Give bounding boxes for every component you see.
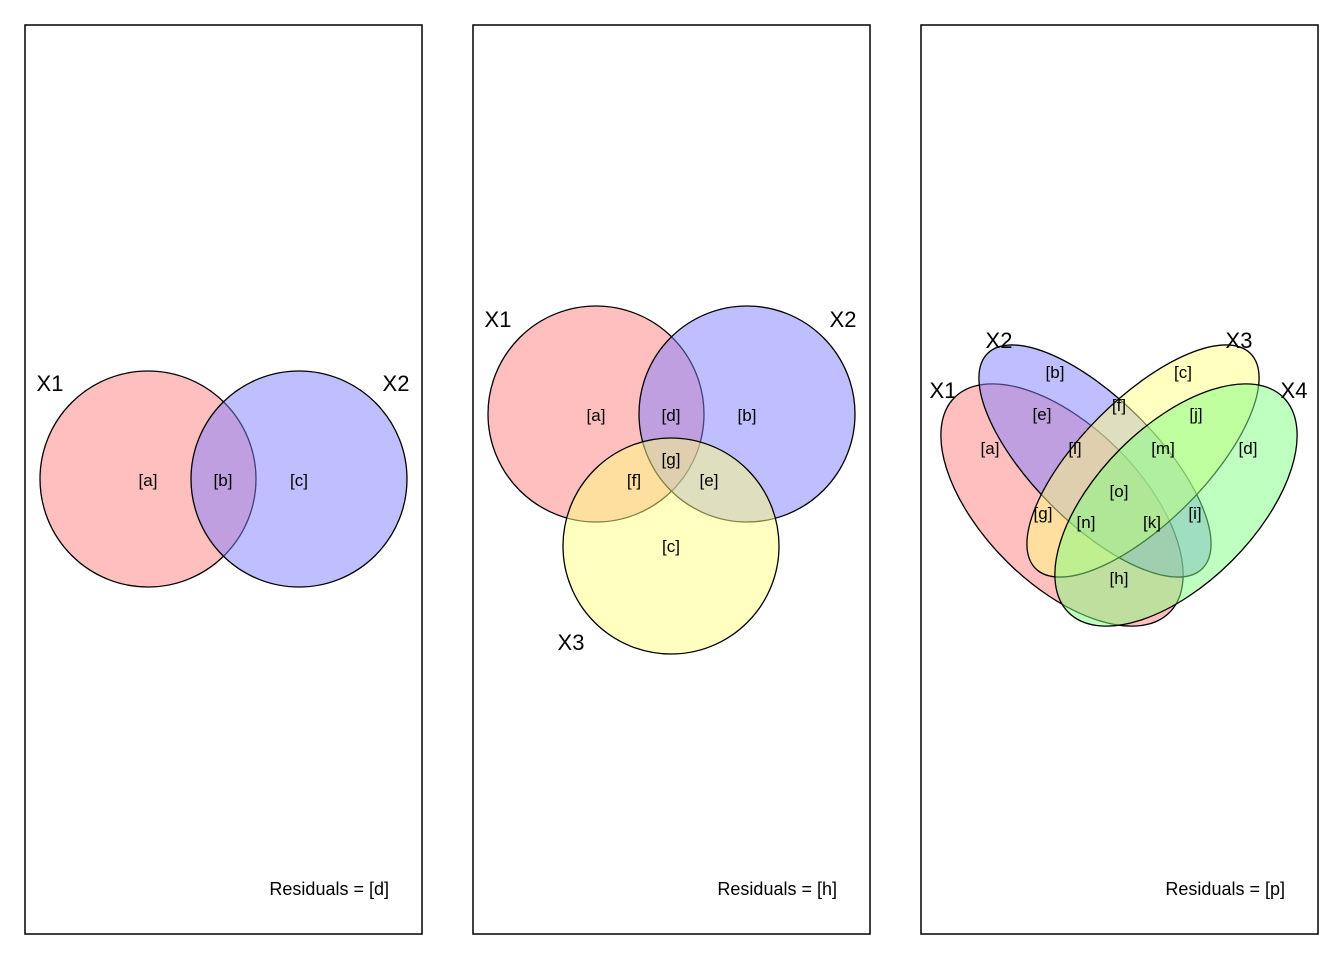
set-x4-ellipse [1054, 383, 1298, 627]
region-label-l: [l] [1068, 439, 1081, 458]
region-label-b: [b] [738, 406, 757, 425]
region-label-c: [c] [1174, 363, 1192, 382]
region-label-f: [f] [627, 471, 641, 490]
set-label-x1: X1 [37, 371, 64, 396]
set-label-x3: X3 [558, 630, 585, 655]
set-x3-circle [562, 437, 780, 655]
set-label-x2: X2 [986, 328, 1013, 353]
region-label-d: [d] [662, 406, 681, 425]
residuals-label: Residuals = [p] [1165, 879, 1285, 899]
region-label-b: [b] [1046, 363, 1065, 382]
residuals-label: Residuals = [d] [269, 879, 389, 899]
region-label-m: [m] [1151, 439, 1175, 458]
region-label-n: [n] [1077, 513, 1096, 532]
region-label-j: [j] [1189, 405, 1202, 424]
panel-three-sets: X1 X2 X3 [a] [d] [b] [g] [f] [e] [c] Res… [472, 24, 871, 935]
region-label-a: [a] [587, 406, 606, 425]
region-label-i: [i] [1188, 504, 1201, 523]
region-label-a: [a] [981, 439, 1000, 458]
set-label-x3: X3 [1226, 328, 1253, 353]
region-label-o: [o] [1110, 482, 1129, 501]
region-label-k: [k] [1143, 513, 1161, 532]
set-x2-circle [190, 370, 408, 588]
residuals-label: Residuals = [h] [717, 879, 837, 899]
region-label-b: [b] [214, 471, 233, 490]
panel-four-sets: X1 X2 X3 X4 [a] [b] [c] [d] [e] [f] [g] … [920, 24, 1319, 935]
region-label-e: [e] [700, 471, 719, 490]
region-label-d: [d] [1239, 439, 1258, 458]
region-label-f: [f] [1112, 396, 1126, 415]
panel-two-sets: X1 X2 [a] [b] [c] Residuals = [d] [24, 24, 423, 935]
set-label-x2: X2 [383, 371, 410, 396]
region-label-g: [g] [1034, 504, 1053, 523]
set-label-x1: X1 [485, 307, 512, 332]
region-label-a: [a] [139, 471, 158, 490]
region-label-h: [h] [1110, 569, 1129, 588]
region-label-c: [c] [290, 471, 308, 490]
region-label-e: [e] [1033, 405, 1052, 424]
set-label-x4: X4 [1281, 378, 1308, 403]
set-label-x1: X1 [930, 378, 957, 403]
panel-frame [472, 24, 871, 935]
set-label-x2: X2 [830, 307, 857, 332]
panel-frame [24, 24, 423, 935]
panel-frame [920, 24, 1319, 935]
region-label-c: [c] [662, 537, 680, 556]
region-label-g: [g] [662, 450, 681, 469]
